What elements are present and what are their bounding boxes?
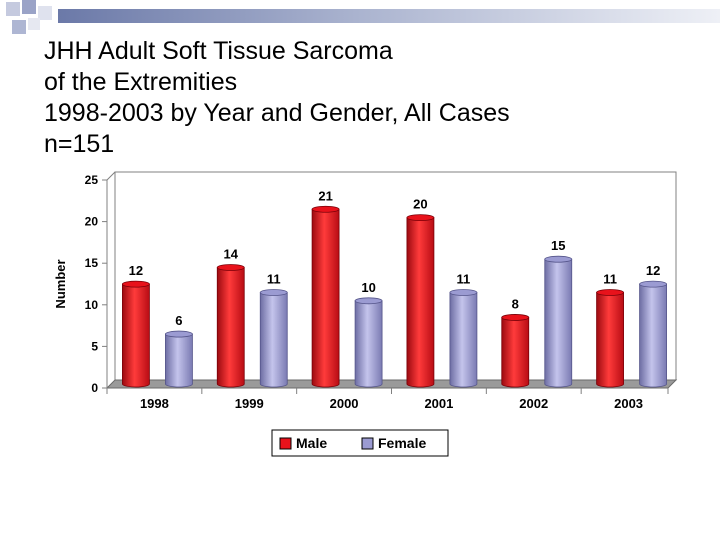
y-tick-label: 15 [85, 256, 99, 270]
data-label: 15 [551, 238, 565, 253]
data-label: 14 [224, 247, 239, 262]
slide-title: JHH Adult Soft Tissue Sarcoma of the Ext… [44, 36, 684, 160]
x-tick-label: 2000 [330, 396, 359, 411]
data-label: 12 [129, 263, 143, 278]
bar-female [544, 255, 573, 388]
y-axis-title: Number [53, 259, 68, 308]
bar-body [501, 317, 530, 388]
bar-male [406, 214, 435, 388]
x-tick-label: 2001 [424, 396, 453, 411]
bar-male [311, 205, 340, 388]
decorative-square [38, 6, 52, 20]
decorative-square [6, 2, 20, 16]
data-label: 8 [512, 296, 519, 311]
bar-female [354, 297, 383, 388]
bar-top [406, 214, 435, 221]
bar-body [406, 217, 435, 388]
data-label: 21 [318, 188, 332, 203]
data-label: 11 [267, 271, 281, 286]
bar-body [165, 333, 193, 388]
bar-top [311, 205, 340, 213]
plot-back-wall [114, 171, 677, 381]
bar-top [501, 314, 530, 321]
bar-body [354, 300, 383, 388]
bar-top [216, 264, 245, 271]
decorative-square [12, 20, 26, 34]
bar-top [596, 289, 624, 296]
bar-female [165, 330, 193, 388]
bar-body [596, 292, 624, 388]
y-tick-label: 25 [85, 173, 99, 187]
title-line: n=151 [44, 130, 115, 158]
y-tick-label: 20 [85, 215, 99, 229]
y-tick-label: 0 [91, 381, 98, 395]
bar-top [165, 330, 193, 338]
header-gradient-bar [58, 9, 720, 23]
bar-male [122, 280, 150, 388]
bar-body [216, 267, 245, 388]
bar-male [501, 314, 530, 388]
y-tick-label: 10 [85, 298, 99, 312]
bar-body [449, 292, 478, 388]
bar-body [639, 283, 667, 388]
data-label: 10 [361, 280, 375, 295]
y-axis-top-edge [106, 171, 116, 181]
title-line: of the Extremities [44, 68, 238, 96]
bar-body [311, 208, 340, 388]
x-tick-label: 1998 [140, 396, 169, 411]
data-label: 11 [457, 271, 471, 286]
title-line: JHH Adult Soft Tissue Sarcoma [44, 37, 393, 65]
slide-header-decoration [0, 0, 720, 44]
x-tick-label: 1999 [235, 396, 264, 411]
bar-top [259, 289, 288, 296]
bar-body [259, 292, 288, 388]
bar-chart: 0 5 10 15 20 25 Number 1998 1999 2000 2001 2002 2003… [53, 171, 678, 457]
plot-floor [105, 379, 678, 389]
x-tick-label: 2003 [614, 396, 643, 411]
x-tick-label: 2002 [519, 396, 548, 411]
decorative-square [28, 18, 40, 30]
legend-label-male: Male [296, 435, 327, 451]
data-label: 6 [175, 313, 182, 328]
legend-box [271, 429, 449, 457]
bar-top [122, 280, 150, 288]
bar-male [216, 264, 245, 388]
data-label: 12 [646, 263, 660, 278]
bar-female [449, 289, 478, 388]
bar-top [449, 289, 478, 296]
bar-body [544, 258, 573, 388]
bar-female [639, 280, 667, 388]
legend-swatch-male [279, 437, 292, 450]
legend-swatch-female [361, 437, 374, 450]
bar-top [544, 255, 573, 263]
title-line: 1998-2003 by Year and Gender, All Cases [44, 99, 510, 127]
bar-male [596, 289, 624, 388]
bar-top [639, 280, 667, 288]
legend-label-female: Female [378, 435, 426, 451]
y-tick-label: 5 [91, 339, 98, 353]
data-label: 20 [413, 197, 427, 212]
bar-body [122, 283, 150, 388]
data-label: 11 [603, 271, 617, 286]
bar-top [354, 297, 383, 305]
bar-female [259, 289, 288, 388]
decorative-square [22, 0, 36, 14]
